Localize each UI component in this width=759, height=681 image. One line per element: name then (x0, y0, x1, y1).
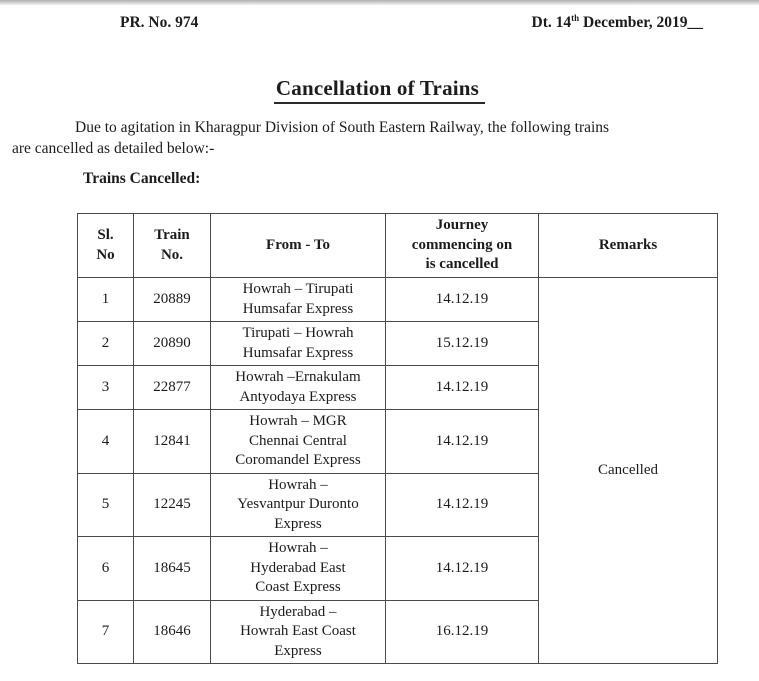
table-row: 5 12245 Howrah – Yesvantpur Duronto Expr… (77, 472, 718, 537)
col-header-journey: Journey commencing on is cancelled (385, 213, 539, 278)
cell-sl-no: 3 (77, 365, 134, 410)
table-row: 7 18646 Hyderabad – Howrah East Coast Ex… (77, 599, 718, 664)
cell-train-no: 18645 (133, 536, 211, 601)
intro-paragraph: Due to agitation in Kharagpur Division o… (12, 119, 610, 157)
cell-journey-date: 16.12.19 (385, 599, 539, 664)
trains-cancelled-table: Sl. No Train No. From - To Journey comme… (77, 213, 718, 664)
scan-top-edge-bar (0, 0, 759, 5)
cell-sl-no: 2 (77, 321, 134, 366)
cell-from-to: Hyderabad – Howrah East Coast Express (210, 599, 386, 664)
table-row: 1 20889 Howrah – Tirupati Humsafar Expre… (77, 277, 718, 664)
pr-number: PR. No. 974 (120, 14, 199, 31)
doc-date-prefix: Dt. 14 (531, 14, 572, 31)
table-row: 4 12841 Howrah – MGR Chennai Central Cor… (77, 409, 718, 474)
cell-train-no: 12841 (133, 409, 211, 474)
cell-from-to: Howrah –Ernakulam Antyodaya Express (210, 365, 386, 410)
col-header-from-to: From - To (210, 213, 386, 278)
cell-journey-date: 14.12.19 (385, 365, 539, 410)
cell-journey-date: 14.12.19 (385, 409, 539, 474)
cell-train-no: 22877 (133, 365, 211, 410)
cell-from-to: Howrah – MGR Chennai Central Coromandel … (210, 409, 386, 474)
cell-sl-no: 1 (77, 277, 134, 322)
cell-from-to: Howrah – Yesvantpur Duronto Express (210, 472, 386, 537)
cell-sl-no: 6 (77, 536, 134, 601)
cell-sl-no: 7 (77, 599, 134, 664)
table-row: 2 20890 Tirupati – Howrah Humsafar Expre… (77, 321, 718, 366)
doc-date-suffix: December, 2019__ (579, 14, 703, 31)
cell-sl-no: 5 (77, 472, 134, 537)
cell-journey-date: 14.12.19 (385, 277, 539, 322)
section-heading: Trains Cancelled: (83, 170, 201, 187)
cell-journey-date: 14.12.19 (385, 472, 539, 537)
doc-date: Dt. 14th December, 2019__ (531, 12, 703, 32)
doc-date-ordinal: th (571, 12, 580, 23)
table-row: 6 18645 Howrah – Hyderabad East Coast Ex… (77, 536, 718, 601)
cell-journey-date: 15.12.19 (385, 321, 539, 366)
cell-from-to: Tirupati – Howrah Humsafar Express (210, 321, 386, 366)
col-header-sl-no: Sl. No (77, 213, 134, 278)
cell-train-no: 12245 (133, 472, 211, 537)
remarks-merged-cell: Cancelled (538, 277, 718, 664)
cell-train-no: 20890 (133, 321, 211, 366)
document-header: PR. No. 974 Dt. 14th December, 2019__ (0, 5, 759, 32)
table-header-row: Sl. No Train No. From - To Journey comme… (77, 213, 718, 278)
title-container: Cancellation of Trains (0, 76, 759, 104)
cell-sl-no: 4 (77, 409, 134, 474)
col-header-remarks: Remarks (538, 213, 718, 278)
page-title: Cancellation of Trains (273, 76, 486, 104)
cell-train-no: 18646 (133, 599, 211, 664)
cell-train-no: 20889 (133, 277, 211, 322)
table-row: 3 22877 Howrah –Ernakulam Antyodaya Expr… (77, 365, 718, 410)
col-header-train-no: Train No. (133, 213, 211, 278)
cell-from-to: Howrah – Hyderabad East Coast Express (210, 536, 386, 601)
cell-from-to: Howrah – Tirupati Humsafar Express (210, 277, 386, 322)
cell-journey-date: 14.12.19 (385, 536, 539, 601)
